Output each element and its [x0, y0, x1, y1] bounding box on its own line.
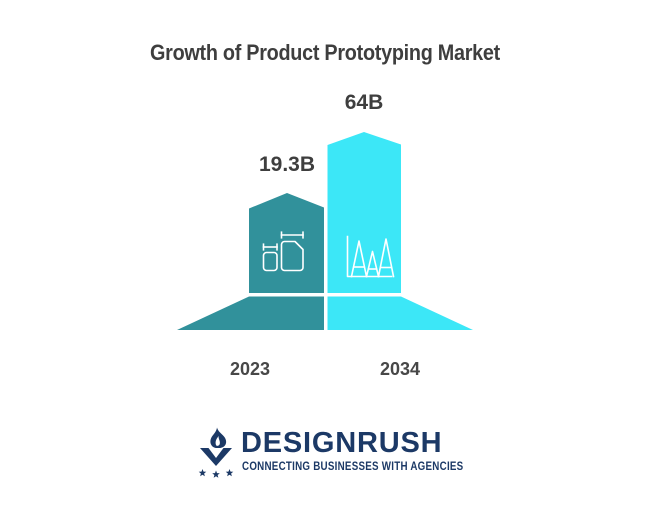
prototype-dimensions-icon: [262, 231, 304, 272]
year-label-2034: 2034: [379, 359, 421, 379]
star-icon: [225, 469, 234, 477]
flame-inner-swirl: [215, 436, 220, 446]
growth-peaks-icon: [346, 235, 395, 278]
v-notch: [211, 448, 221, 454]
brand-name: DESIGNRUSH: [241, 427, 443, 459]
value-label-2034: 64B: [344, 91, 384, 114]
star-icon: [212, 470, 220, 478]
bar-2034-base: [327, 296, 473, 330]
bar-2023: [249, 193, 324, 293]
designrush-torch-logo-icon: [198, 427, 234, 478]
star-icon: [198, 469, 207, 477]
value-label-2023: 19.3B: [258, 153, 316, 176]
year-label-2023: 2023: [229, 359, 271, 379]
bar-2023-base: [177, 296, 324, 330]
brand-tagline: CONNECTING BUSINESSES WITH AGENCIES: [242, 461, 464, 473]
chart-title: Growth of Product Prototyping Market: [150, 40, 500, 65]
torch-v-shape: [200, 448, 232, 466]
